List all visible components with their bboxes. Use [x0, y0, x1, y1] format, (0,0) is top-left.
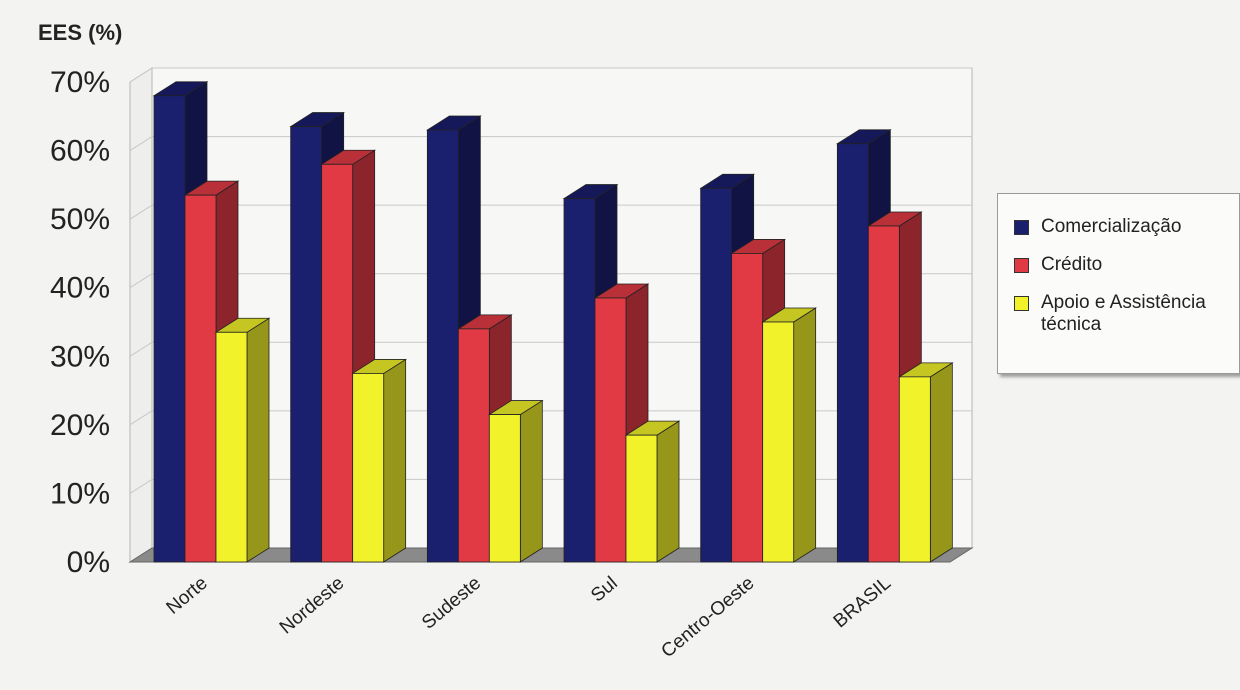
bar-front [488, 414, 521, 563]
y-tick-label: 0% [67, 546, 110, 579]
legend-label-apoio: Apoio e Assistência técnica [1041, 292, 1206, 335]
y-tick-label: 50% [50, 203, 110, 236]
legend: Comercialização Crédito Apoio e Assistên… [997, 193, 1240, 374]
y-axis-ticks: 0% 10% 20% 30% 40% 50% 60% 70% [50, 66, 110, 579]
gridline-side [129, 410, 153, 426]
bar-front [700, 187, 733, 563]
bar [351, 358, 408, 563]
x-tick-label: Sudeste [418, 573, 485, 634]
y-tick-label: 60% [50, 135, 110, 168]
gridline-side [129, 479, 153, 494]
y-tick-label: 40% [50, 272, 110, 305]
bar-front [625, 434, 658, 563]
gridline-side [129, 341, 153, 357]
bar-front [563, 198, 596, 563]
y-tick-label: 70% [50, 66, 110, 99]
bar-front [153, 95, 186, 563]
bar-front [426, 129, 459, 563]
bar-side [383, 358, 407, 563]
bar-side [793, 307, 817, 563]
x-tick-label: BRASIL [830, 573, 895, 633]
gridline-side [129, 204, 153, 220]
gridline-side [129, 273, 153, 289]
y-tick-label: 10% [50, 477, 110, 510]
gridline-side [129, 136, 153, 151]
y-tick-label: 30% [50, 340, 110, 373]
bar [214, 317, 271, 563]
bars [152, 80, 954, 563]
legend-item-apoio: Apoio e Assistência técnica [1014, 292, 1239, 336]
bar-front [867, 225, 900, 563]
bar-front [321, 163, 354, 563]
bar [897, 362, 954, 563]
bar-side [519, 399, 543, 563]
legend-swatch-credito [1014, 258, 1029, 273]
gridline-side [129, 67, 153, 83]
bar [624, 420, 681, 563]
bar-front [290, 126, 323, 563]
gridlines [129, 67, 972, 494]
bar [487, 399, 544, 563]
x-tick-label: Nordeste [276, 573, 349, 639]
x-tick-label: Sul [587, 573, 622, 607]
legend-item-credito: Crédito [1014, 254, 1239, 276]
bar [761, 307, 818, 563]
x-tick-label: Norte [163, 573, 212, 619]
bar-front [836, 143, 869, 563]
bar-front [594, 297, 627, 563]
side-wall [129, 67, 153, 563]
legend-swatch-comercializacao [1014, 220, 1029, 235]
y-axis-label: EES (%) [38, 20, 122, 45]
bar-front [457, 328, 490, 563]
legend-label-comercializacao: Comercialização [1041, 216, 1182, 237]
bar-front [731, 253, 764, 563]
legend-item-comercializacao: Comercialização [1014, 216, 1239, 238]
x-axis-ticks: Norte Nordeste Sudeste Sul Centro-Oeste BRASI… [163, 573, 895, 662]
legend-swatch-apoio [1014, 296, 1029, 311]
bar-front [898, 376, 931, 563]
bar-side [246, 317, 270, 563]
x-tick-label: Centro-Oeste [658, 573, 759, 662]
bar-front [215, 331, 248, 563]
bar-side [656, 420, 680, 563]
bar-front [762, 321, 795, 563]
bar-front [184, 194, 217, 563]
legend-label-credito: Crédito [1041, 254, 1103, 275]
bar-side [929, 362, 953, 563]
y-tick-label: 20% [50, 409, 110, 442]
bar-front [352, 373, 385, 563]
